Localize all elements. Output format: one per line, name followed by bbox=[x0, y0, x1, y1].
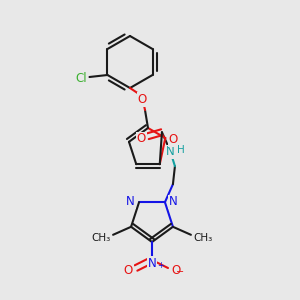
Text: O: O bbox=[137, 132, 146, 145]
Text: −: − bbox=[176, 267, 184, 277]
Text: CH₃: CH₃ bbox=[92, 233, 111, 243]
Text: O: O bbox=[171, 264, 180, 277]
Text: H: H bbox=[177, 145, 185, 155]
Text: N: N bbox=[166, 145, 174, 158]
Text: Cl: Cl bbox=[76, 72, 88, 85]
Text: O: O bbox=[168, 133, 178, 146]
Text: CH₃: CH₃ bbox=[193, 233, 212, 243]
Text: N: N bbox=[126, 195, 135, 208]
Text: O: O bbox=[124, 264, 133, 277]
Text: N: N bbox=[148, 257, 156, 270]
Text: O: O bbox=[137, 93, 147, 106]
Text: +: + bbox=[157, 260, 164, 269]
Text: N: N bbox=[169, 195, 178, 208]
